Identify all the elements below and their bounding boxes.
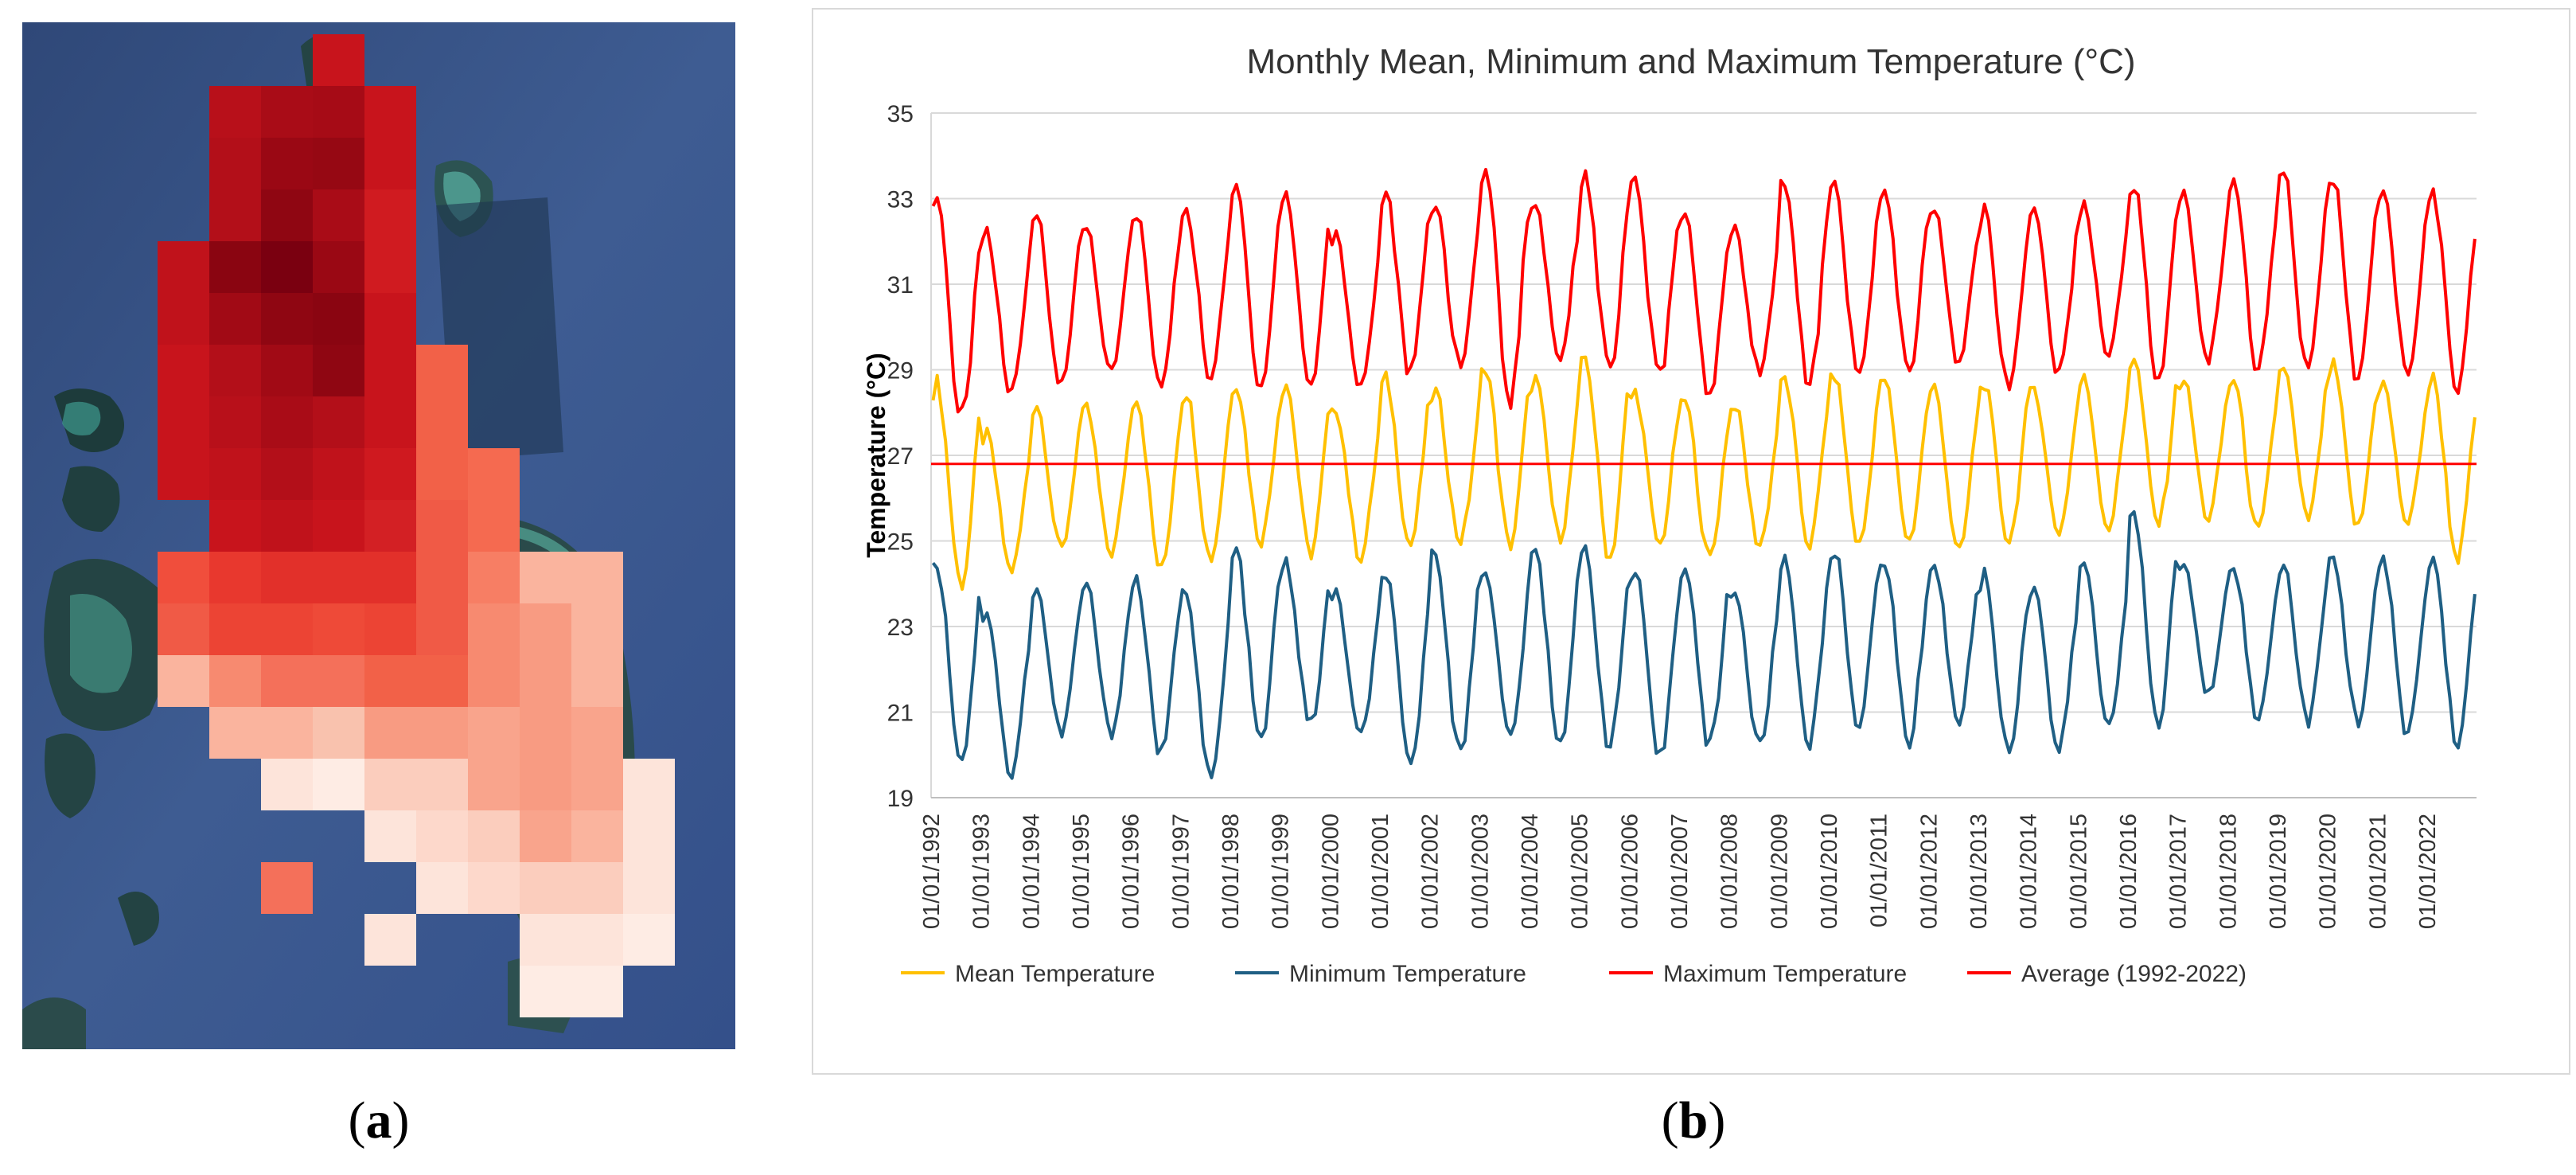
y-axis-label: Temperature (°C) <box>862 353 890 558</box>
series-line-2 <box>931 167 2477 414</box>
y-tick-label: 33 <box>887 187 914 213</box>
chart-title: Monthly Mean, Minimum and Maximum Temper… <box>1246 42 2135 81</box>
x-tick-label: 01/01/2018 <box>2216 814 2241 929</box>
x-tick-label: 01/01/1994 <box>1019 814 1044 929</box>
y-tick-label: 31 <box>887 272 914 299</box>
x-tick-label: 01/01/2017 <box>2166 814 2192 929</box>
x-tick-label: 01/01/2016 <box>2116 814 2141 929</box>
x-tick-label: 01/01/1992 <box>919 814 945 929</box>
legend-label: Maximum Temperature <box>1663 961 1907 987</box>
heat-grid <box>158 34 675 1017</box>
x-tick-label: 01/01/2019 <box>2266 814 2291 929</box>
heat-map-image <box>22 22 735 1049</box>
grid-lines <box>930 112 2477 798</box>
x-tick-label: 01/01/1995 <box>1069 814 1094 929</box>
x-tick-label: 01/01/2013 <box>1966 814 1992 929</box>
x-tick-label: 01/01/1993 <box>969 814 995 929</box>
x-tick-label: 01/01/2004 <box>1518 814 1543 929</box>
x-tick-label: 01/01/2015 <box>2066 814 2091 929</box>
series-lines <box>931 167 2477 780</box>
legend-label: Average (1992-2022) <box>2021 961 2247 987</box>
x-tick-label: 01/01/2014 <box>2017 814 2042 929</box>
x-tick-label: 01/01/2021 <box>2365 814 2391 929</box>
y-tick-label: 19 <box>887 786 914 812</box>
x-tick-label: 01/01/2012 <box>1916 814 1942 929</box>
y-tick-label: 27 <box>887 443 914 470</box>
legend-label: Mean Temperature <box>955 961 1155 987</box>
x-tick-label: 01/01/2010 <box>1817 814 1842 929</box>
x-tick-label: 01/01/2020 <box>2316 814 2341 929</box>
x-tick-label: 01/01/2005 <box>1568 814 1593 929</box>
panel-a-label: (a) <box>348 1091 410 1150</box>
y-tick-label: 23 <box>887 615 914 641</box>
y-tick-label: 25 <box>887 529 914 556</box>
x-tick-label: 01/01/1999 <box>1269 814 1294 929</box>
legend: Mean Temperature Minimum Temperature Maxim… <box>901 961 2247 987</box>
legend-label: Minimum Temperature <box>1289 961 1526 987</box>
y-tick-label: 35 <box>887 101 914 127</box>
x-tick-label: 01/01/2007 <box>1667 814 1693 929</box>
x-tick-label: 01/01/1997 <box>1168 814 1194 929</box>
x-tick-label: 01/01/2001 <box>1368 814 1393 929</box>
x-tick-label: 01/01/2011 <box>1867 814 1892 927</box>
y-tick-label: 29 <box>887 358 914 385</box>
x-tick-label: 01/01/1998 <box>1218 814 1244 929</box>
x-tick-label: 01/01/2000 <box>1318 814 1343 929</box>
series-line-1 <box>931 509 2477 780</box>
x-axis-ticks: 01/01/1992 01/01/1993 01/01/1994 01/01/1995… <box>919 814 2441 929</box>
panel-b-label: (b) <box>1661 1091 1726 1150</box>
x-tick-label: 01/01/2022 <box>2415 814 2441 929</box>
series-line-0 <box>931 355 2477 591</box>
x-tick-label: 01/01/2003 <box>1467 814 1493 929</box>
x-tick-label: 01/01/2009 <box>1767 814 1792 929</box>
x-tick-label: 01/01/2008 <box>1717 814 1743 929</box>
x-tick-label: 01/01/2006 <box>1617 814 1643 929</box>
temperature-chart: Monthly Mean, Minimum and Maximum Temper… <box>862 42 2477 987</box>
y-axis-ticks: 19 21 23 25 27 29 31 33 35 <box>887 101 914 812</box>
temperature-chart-panel: Monthly Mean, Minimum and Maximum Temper… <box>812 8 2570 1075</box>
x-tick-label: 01/01/1996 <box>1119 814 1144 929</box>
x-tick-label: 01/01/2002 <box>1418 814 1444 929</box>
y-tick-label: 21 <box>887 701 914 727</box>
